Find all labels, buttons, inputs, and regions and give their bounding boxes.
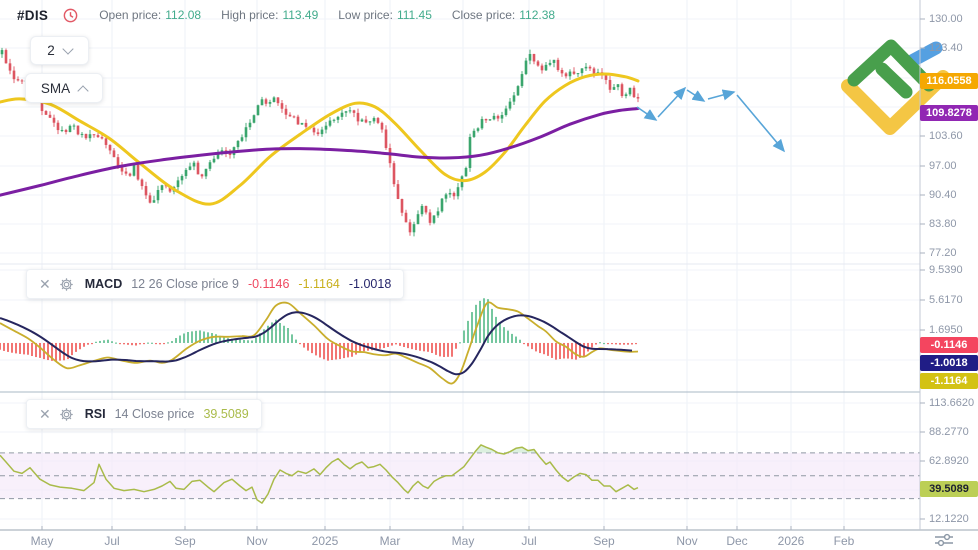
open-price-value: 112.08 [165,8,202,22]
macd-close-icon[interactable]: ✕ [39,276,51,292]
chevron-up-icon [77,84,89,97]
macd-histogram-value: -0.1146 [247,277,290,291]
high-price-field: High price: 113.49 [221,8,318,22]
close-price-value: 112.38 [519,8,556,22]
open-price-field: Open price: 112.08 [99,8,201,22]
rsi-params: 14 Close price [114,407,195,421]
symbol-name: #DIS [17,7,49,23]
macd-title: MACD [84,277,123,291]
macd-line-value: -1.1164 [298,277,340,291]
rsi-settings-gear-icon[interactable] [60,407,73,421]
litefinance-logo [841,39,950,135]
open-price-label: Open price: [99,8,162,22]
macd-params: 12 26 Close price 9 [131,277,239,291]
sma-label: SMA [40,80,71,96]
macd-settings-gear-icon[interactable] [60,277,73,291]
rsi-panel-header: ✕ RSI 14 Close price 39.5089 [26,399,262,429]
macd-panel-header: ✕ MACD 12 26 Close price 9 -0.1146 -1.11… [26,269,405,299]
chart-settings-icon[interactable] [934,533,954,550]
timeframe-select[interactable]: 2 [30,36,89,65]
low-price-value: 111.45 [396,8,432,22]
rsi-value: 39.5089 [203,407,249,421]
rsi-title: RSI [84,407,106,421]
timeframe-value: 2 [47,43,55,58]
low-price-field: Low price: 111.45 [338,8,432,22]
session-clock-icon[interactable] [62,7,79,24]
sma-indicator-button[interactable]: SMA [25,73,103,103]
rsi-close-icon[interactable]: ✕ [39,406,51,422]
macd-signal-value: -1.0018 [348,277,392,291]
symbol-info-bar: #DIS Open price: 112.08 High price: 113.49… [0,0,555,30]
high-price-value: 113.49 [282,8,319,22]
close-price-label: Close price: [451,8,516,22]
close-price-field: Close price: 112.38 [452,8,555,22]
high-price-label: High price: [221,8,279,22]
low-price-label: Low price: [338,8,393,22]
chevron-down-icon [62,42,74,55]
